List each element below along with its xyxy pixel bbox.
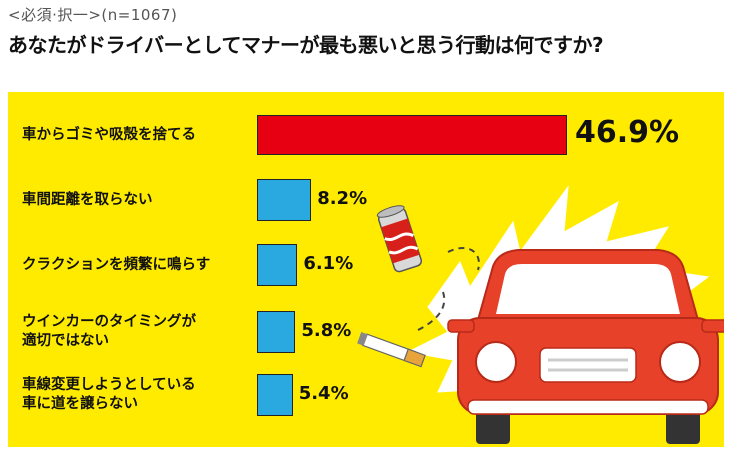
- bar: [257, 115, 567, 155]
- chart-panel: 車からゴミや吸殻を捨てる 車間距離を取らない クラクションを頻繁に鳴らす ウイン…: [8, 92, 724, 447]
- cigarette-icon: [357, 332, 426, 368]
- category-label: 車間距離を取らない: [22, 191, 153, 208]
- bar: [257, 244, 298, 286]
- chart-title: あなたがドライバーとしてマナーが最も悪いと思う行動は何ですか?: [8, 33, 604, 57]
- category-label: 車線変更しようとしている 車に道を譲らない: [22, 377, 196, 412]
- bar: [257, 311, 296, 353]
- bar: [257, 179, 312, 221]
- motion-line: [447, 247, 480, 271]
- bar: [257, 374, 293, 416]
- category-label: ウインカーのタイミングが 適切ではない: [22, 314, 196, 349]
- category-label: 車からゴミや吸殻を捨てる: [22, 126, 196, 143]
- value-label: 8.2%: [317, 188, 368, 209]
- car-icon: [447, 249, 724, 444]
- value-label: 5.8%: [301, 320, 352, 341]
- illustration-layer: [357, 185, 724, 444]
- value-label: 46.9%: [575, 115, 680, 150]
- soda-can-icon: [376, 205, 423, 273]
- value-label: 5.4%: [298, 383, 349, 404]
- survey-subtitle: <必須·択一>(n=1067): [8, 6, 178, 24]
- value-label: 6.1%: [303, 253, 354, 274]
- motion-line: [417, 291, 446, 331]
- category-label: クラクションを頻繁に鳴らす: [22, 256, 211, 273]
